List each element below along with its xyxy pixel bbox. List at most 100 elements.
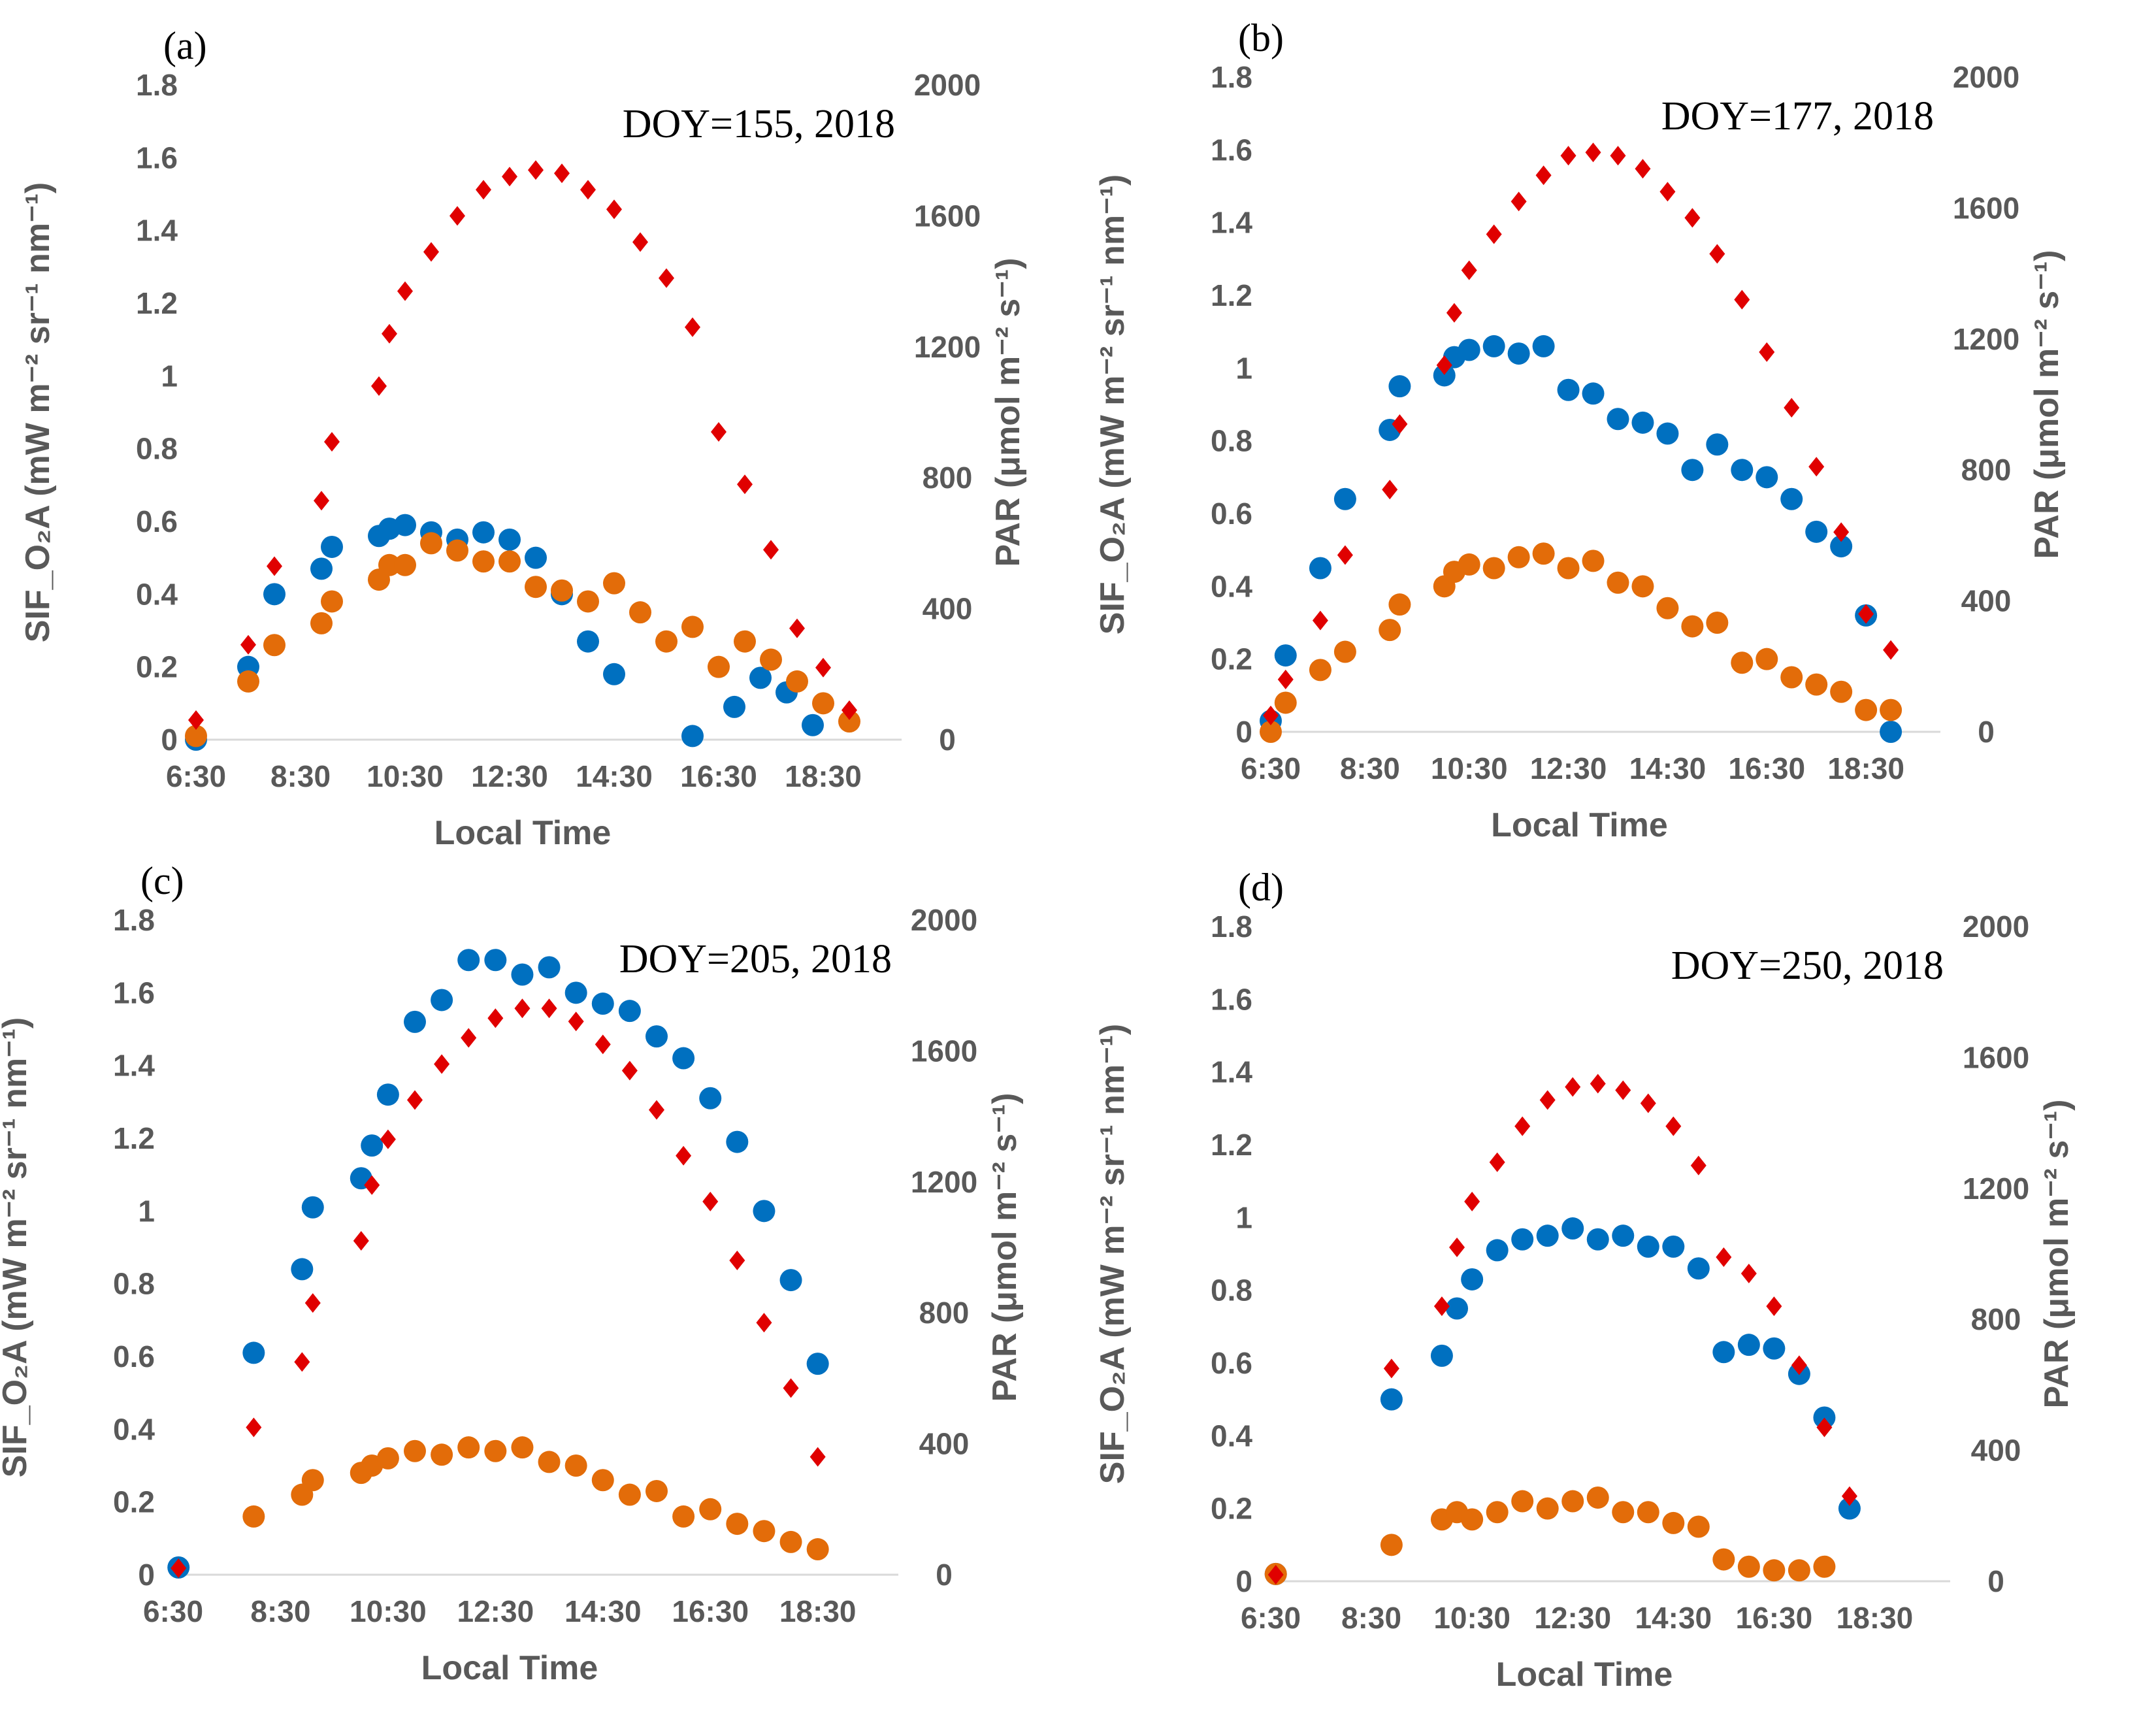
sif-orange-point xyxy=(1536,1497,1559,1520)
par-point xyxy=(514,998,531,1019)
sif-orange-point xyxy=(376,1447,399,1470)
y-left-tick-label: 0.6 xyxy=(1211,497,1252,531)
sif-blue-point xyxy=(1880,721,1903,743)
y-left-tick-label: 1.4 xyxy=(1211,206,1252,240)
par-point xyxy=(1841,1486,1857,1506)
sif-orange-point xyxy=(1813,1555,1836,1578)
sif-orange-point xyxy=(1763,1559,1786,1582)
par-point xyxy=(1590,1074,1606,1094)
sif-blue-point xyxy=(726,1130,749,1153)
sif-orange-point xyxy=(1830,680,1853,703)
y-left-tick-label: 1.6 xyxy=(113,976,155,1010)
y-left-tick-label: 0.6 xyxy=(1211,1346,1252,1380)
panel-label: (c) xyxy=(140,859,184,902)
sif-blue-point xyxy=(1507,342,1530,365)
sif-blue-point xyxy=(603,663,625,685)
sif-blue-point xyxy=(404,1010,426,1033)
par-point xyxy=(1383,1358,1399,1379)
par-point xyxy=(1833,522,1850,542)
y-right-tick-label: 2000 xyxy=(1963,910,2029,944)
sif-orange-point xyxy=(378,553,400,576)
sif-blue-point xyxy=(291,1258,314,1281)
par-point xyxy=(461,1028,477,1048)
par-point xyxy=(1766,1296,1782,1317)
y-left-tick-label: 0 xyxy=(138,1558,155,1592)
sif-blue-point xyxy=(1536,1224,1559,1247)
x-tick-label: 12:30 xyxy=(1530,751,1607,785)
par-point xyxy=(324,432,340,452)
sif-blue-point xyxy=(1586,1228,1609,1251)
x-tick-label: 10:30 xyxy=(350,1594,427,1628)
sif-blue-point xyxy=(431,989,453,1011)
sif-blue-point xyxy=(672,1047,695,1070)
sif-orange-point xyxy=(1461,1508,1484,1531)
y-right-tick-label: 1600 xyxy=(1953,191,2019,225)
par-point xyxy=(1808,457,1825,477)
panel-annotation: DOY=205, 2018 xyxy=(619,937,892,981)
y-left-tick-label: 1.8 xyxy=(136,68,178,102)
par-point xyxy=(1449,1237,1465,1257)
par-point xyxy=(1716,1247,1732,1268)
sif-blue-point xyxy=(1731,459,1754,482)
par-point xyxy=(1734,289,1750,310)
y-left-tick-label: 0.2 xyxy=(136,650,178,684)
par-point xyxy=(1858,604,1874,624)
y-right-tick-label: 1200 xyxy=(1963,1172,2029,1206)
par-point xyxy=(685,317,700,337)
x-tick-label: 18:30 xyxy=(785,759,862,793)
par-point xyxy=(267,556,282,576)
sif-blue-point xyxy=(310,557,333,580)
y-left-tick-label: 1 xyxy=(1235,1200,1252,1234)
sif-orange-point xyxy=(1458,553,1480,576)
sif-orange-point xyxy=(1380,1534,1403,1556)
sif-orange-point xyxy=(1486,1501,1509,1524)
y-left-tick-label: 0 xyxy=(1235,1564,1252,1598)
y-right-tick-label: 2000 xyxy=(914,68,981,102)
sif-blue-point xyxy=(1511,1228,1534,1251)
sif-blue-point xyxy=(1333,487,1356,510)
y-left-tick-label: 0.4 xyxy=(136,577,178,611)
sif-orange-point xyxy=(760,648,782,671)
par-point xyxy=(1539,1090,1556,1110)
x-tick-label: 6:30 xyxy=(1241,751,1301,785)
sif-blue-point xyxy=(681,725,704,748)
par-point xyxy=(580,180,596,200)
sif-blue-point xyxy=(564,981,587,1004)
x-tick-label: 16:30 xyxy=(1728,751,1805,785)
sif-orange-point xyxy=(242,1505,265,1528)
sif-orange-point xyxy=(1507,546,1530,568)
sif-blue-point xyxy=(802,714,824,736)
par-point xyxy=(1312,610,1328,631)
sif-orange-point xyxy=(237,670,259,693)
sif-orange-point xyxy=(1637,1501,1659,1524)
sif-orange-point xyxy=(1656,597,1679,619)
y-left-tick-label: 1.6 xyxy=(136,140,178,174)
y-right-tick-label: 2000 xyxy=(911,903,977,937)
x-tick-label: 14:30 xyxy=(1629,751,1707,785)
y-left-tick-label: 1 xyxy=(1235,351,1252,385)
y-right-tick-label: 1200 xyxy=(914,330,981,364)
sif-blue-point xyxy=(1706,433,1729,456)
par-point xyxy=(188,710,204,730)
sif-orange-point xyxy=(1737,1555,1760,1578)
x-tick-label: 8:30 xyxy=(270,759,331,793)
par-point xyxy=(1337,545,1353,565)
par-point xyxy=(304,1293,321,1313)
par-point xyxy=(1635,159,1651,179)
sif-orange-point xyxy=(1379,619,1401,642)
sif-blue-point xyxy=(1763,1337,1786,1360)
sif-orange-point xyxy=(394,553,416,576)
par-point xyxy=(1433,1296,1450,1317)
par-point xyxy=(1461,260,1477,280)
y-right-tick-label: 400 xyxy=(1961,584,2012,618)
par-point xyxy=(1535,165,1552,186)
sif-orange-point xyxy=(708,655,730,678)
sif-orange-point xyxy=(1333,640,1356,663)
y-right-axis-title: PAR (μmol m⁻² s⁻¹) xyxy=(986,1093,1024,1402)
par-point xyxy=(382,323,397,344)
par-point xyxy=(702,1191,719,1211)
par-point xyxy=(1585,142,1601,163)
sif-orange-point xyxy=(1687,1515,1710,1538)
sif-blue-point xyxy=(749,666,772,689)
sif-blue-point xyxy=(511,963,534,986)
